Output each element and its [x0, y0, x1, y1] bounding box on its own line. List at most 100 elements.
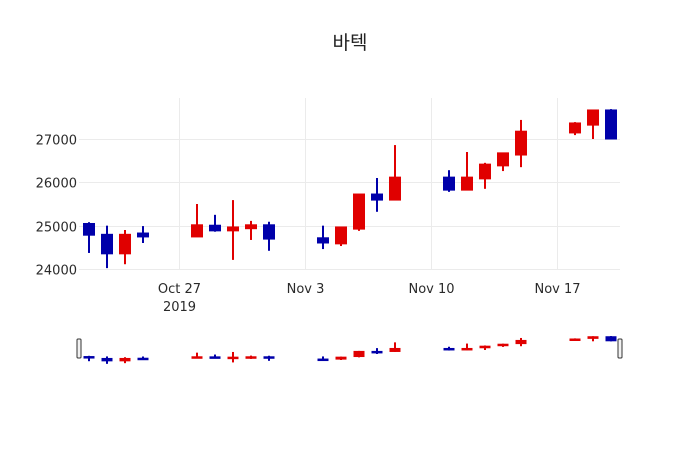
candle-body: [317, 237, 329, 244]
slider-candle: [245, 355, 257, 359]
slider-candle: [569, 338, 581, 341]
slider-candle: [119, 357, 131, 364]
slider-candle-body: [137, 357, 149, 361]
slider-candle-body: [209, 356, 221, 359]
candle-body: [209, 224, 221, 232]
candle[interactable]: [569, 122, 581, 136]
y-tick-label: 25000: [36, 221, 77, 236]
y-tick-label: 26000: [36, 177, 77, 192]
candle-body: [479, 163, 491, 180]
slider-candle: [101, 356, 113, 364]
candle-body: [515, 130, 527, 156]
candle[interactable]: [461, 151, 473, 191]
candle-body: [569, 122, 581, 134]
slider-candle: [317, 356, 329, 362]
slider-candle: [209, 354, 221, 359]
candle[interactable]: [353, 193, 365, 231]
x-tick-label: Nov 3: [287, 282, 325, 297]
slider-candle-body: [389, 347, 401, 352]
slider-candle: [461, 343, 473, 351]
slider-candle-body: [587, 336, 599, 339]
candle[interactable]: [587, 109, 599, 139]
candle[interactable]: [101, 225, 113, 269]
x-tick-year-label: 2019: [163, 300, 196, 315]
x-tick-label: Oct 27: [158, 282, 201, 297]
slider-candle-body: [479, 345, 491, 349]
candle[interactable]: [515, 119, 527, 168]
slider-candle-body: [245, 356, 257, 359]
candle-body: [191, 224, 203, 238]
candles-series[interactable]: [83, 109, 617, 269]
candle[interactable]: [227, 200, 239, 260]
y-tick-label: 24000: [36, 264, 77, 279]
candle-body: [461, 176, 473, 191]
slider-candle-body: [83, 356, 95, 359]
slider-right-handle[interactable]: [617, 338, 623, 359]
y-tick-label: 27000: [36, 134, 77, 149]
slider-candle: [191, 352, 203, 359]
candle-body: [119, 233, 131, 255]
slider-candle: [227, 351, 239, 363]
gridlines: [79, 98, 620, 270]
x-tick-label: Nov 17: [534, 282, 580, 297]
candle-body: [83, 222, 95, 236]
candle[interactable]: [137, 226, 149, 243]
slider-candle-body: [353, 350, 365, 358]
slider-candle: [83, 355, 95, 362]
candle[interactable]: [191, 203, 203, 238]
slider-left-handle[interactable]: [76, 338, 82, 359]
slider-candle: [605, 336, 617, 342]
candle[interactable]: [479, 162, 491, 189]
slider-candle: [479, 345, 491, 350]
candle[interactable]: [83, 222, 95, 253]
candle-body: [101, 233, 113, 255]
slider-candle: [371, 348, 383, 355]
candle[interactable]: [389, 145, 401, 201]
slider-candle: [497, 343, 509, 347]
candle[interactable]: [443, 170, 455, 192]
candle[interactable]: [335, 226, 347, 247]
slider-candle: [263, 355, 275, 361]
candle-body: [335, 226, 347, 245]
candle-body: [227, 226, 239, 232]
slider-candle-body: [443, 347, 455, 351]
slider-candle-body: [263, 356, 275, 359]
candle[interactable]: [209, 214, 221, 232]
chart-title: 바텍: [332, 32, 368, 54]
slider-candle: [353, 350, 365, 358]
slider-candle: [443, 346, 455, 351]
slider-candle: [137, 356, 149, 361]
candle[interactable]: [317, 225, 329, 250]
candle-body: [605, 109, 617, 140]
slider-candle: [389, 342, 401, 352]
y-axis: 24000 25000 26000 27000: [36, 134, 77, 279]
candle[interactable]: [263, 221, 275, 251]
slider-candle-body: [119, 357, 131, 362]
slider-candle-body: [101, 357, 113, 362]
candle[interactable]: [245, 220, 257, 240]
candle-body: [137, 232, 149, 238]
candle-body: [443, 176, 455, 191]
candle[interactable]: [371, 177, 383, 212]
candle-body: [389, 176, 401, 201]
slider-candle-body: [461, 347, 473, 351]
candle-body: [587, 109, 599, 126]
candle[interactable]: [497, 152, 509, 172]
slider-candle: [515, 337, 527, 347]
slider-candle-body: [569, 338, 581, 341]
range-slider[interactable]: [76, 336, 623, 364]
slider-candle-body: [191, 356, 203, 359]
candle[interactable]: [119, 229, 131, 265]
slider-candle: [587, 336, 599, 342]
slider-candle-body: [335, 356, 347, 360]
candle[interactable]: [605, 109, 617, 140]
slider-candle-body: [497, 343, 509, 347]
slider-candle-body: [371, 350, 383, 354]
slider-candle: [335, 356, 347, 360]
slider-candle-body: [515, 339, 527, 345]
candle-body: [353, 193, 365, 230]
x-tick-label: Nov 10: [408, 282, 454, 297]
slider-candle-body: [317, 358, 329, 362]
